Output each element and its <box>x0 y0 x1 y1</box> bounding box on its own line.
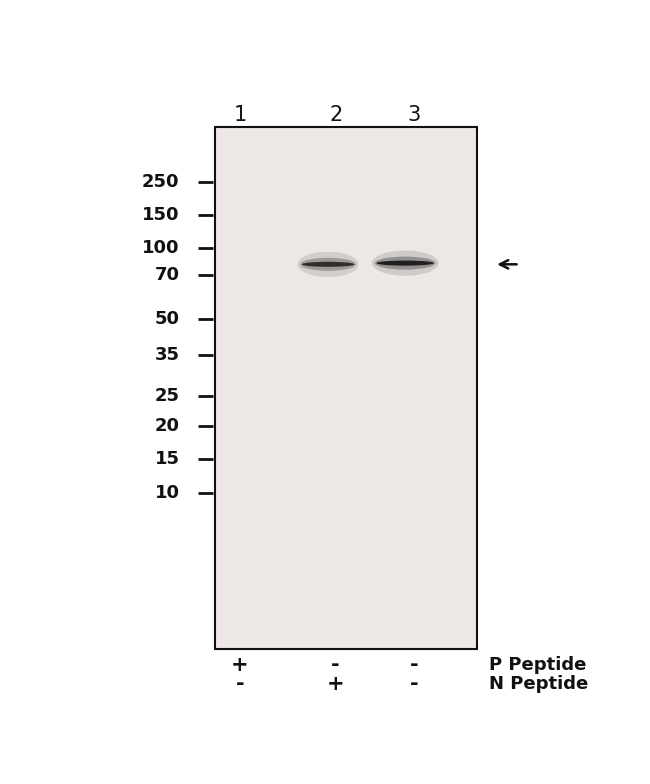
Text: 2: 2 <box>329 104 343 125</box>
Text: 35: 35 <box>155 346 179 364</box>
Text: 150: 150 <box>142 206 179 223</box>
Ellipse shape <box>372 250 438 276</box>
Text: 70: 70 <box>155 267 179 284</box>
Text: P Peptide: P Peptide <box>489 656 587 674</box>
Ellipse shape <box>300 258 356 270</box>
Text: 10: 10 <box>155 484 179 502</box>
Text: 100: 100 <box>142 239 179 257</box>
Text: 1: 1 <box>233 104 246 125</box>
Text: +: + <box>231 655 249 675</box>
Text: +: + <box>327 674 344 695</box>
Ellipse shape <box>376 260 434 266</box>
Text: -: - <box>410 674 418 695</box>
Text: 15: 15 <box>155 450 179 468</box>
Text: 20: 20 <box>155 417 179 435</box>
Text: 25: 25 <box>155 387 179 405</box>
Text: 250: 250 <box>142 172 179 191</box>
Text: -: - <box>235 674 244 695</box>
Text: N Peptide: N Peptide <box>489 676 588 694</box>
Text: 50: 50 <box>155 310 179 328</box>
Text: -: - <box>410 655 418 675</box>
Bar <box>214 127 476 649</box>
Ellipse shape <box>298 252 359 277</box>
Ellipse shape <box>302 262 354 267</box>
Text: -: - <box>332 655 340 675</box>
Text: 3: 3 <box>407 104 421 125</box>
Ellipse shape <box>375 256 436 270</box>
